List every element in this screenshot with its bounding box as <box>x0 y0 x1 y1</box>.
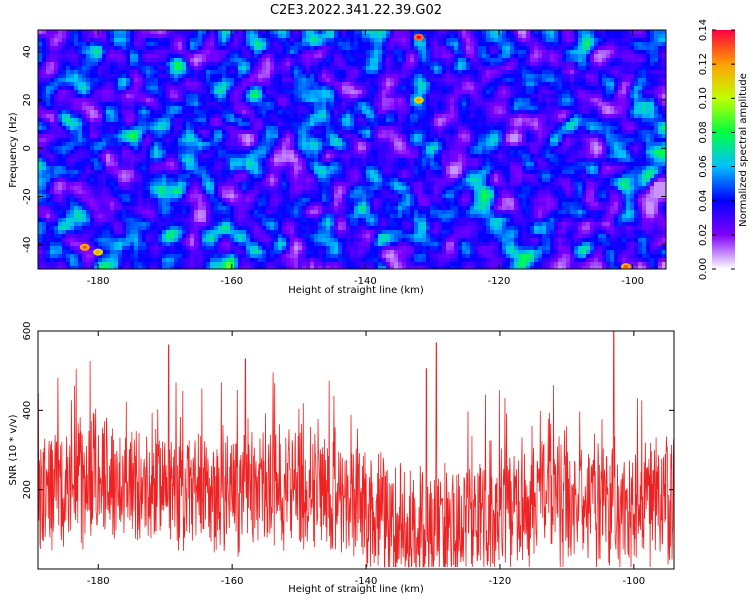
colorbar-ticks: 0.00 0.02 0.04 0.06 0.08 0.10 0.12 0.14 <box>698 19 735 280</box>
spectrogram-x-tick-label: -180 <box>87 276 110 287</box>
spectrogram-panel: -180 -160 -140 -120 -100 -40 -20 0 20 40 Height … <box>8 29 667 296</box>
snr-y-axis-label: SNR (10 * v/v) <box>8 414 19 485</box>
colorbar-tick-label: 0.06 <box>698 155 709 177</box>
spectrogram-peak-core <box>416 98 422 102</box>
spectrogram-y-tick-label: -40 <box>22 237 33 253</box>
snr-y-tick-label: 600 <box>22 321 33 340</box>
spectrogram-x-tick-label: -120 <box>488 276 511 287</box>
figure-title: C2E3.2022.341.22.39.G02 <box>270 3 442 18</box>
spectrogram-peak-core <box>416 35 422 39</box>
colorbar-tick-label: 0.00 <box>698 258 709 280</box>
spectrogram-peaks <box>79 33 631 269</box>
snr-x-tick-label: -180 <box>87 576 110 587</box>
snr-frame <box>37 330 675 570</box>
spectrogram-x-tick-label: -100 <box>621 276 644 287</box>
spectrogram-frame <box>37 29 667 270</box>
spectrogram-y-ticks: -40 -20 0 20 40 <box>22 45 666 253</box>
snr-y-tick-label: 400 <box>22 401 33 420</box>
spectrogram-y-tick-label: 0 <box>22 145 33 151</box>
colorbar: 0.00 0.02 0.04 0.06 0.08 0.10 0.12 0.14 Normali… <box>698 19 749 280</box>
colorbar-gradient <box>712 30 735 269</box>
spectrogram-y-tick-label: 40 <box>22 45 33 58</box>
snr-x-tick-label: -100 <box>622 576 645 587</box>
colorbar-tick-label: 0.08 <box>698 121 709 143</box>
spectrogram-y-tick-label: 20 <box>22 94 33 107</box>
spectrogram-peak-core <box>95 250 101 254</box>
colorbar-label: Normalized spectral amplitude <box>738 73 749 227</box>
spectrogram-x-axis-label: Height of straight line (km) <box>288 285 424 296</box>
spectrogram-y-tick-label: -20 <box>22 188 33 204</box>
snr-y-ticks: 200 400 600 <box>22 321 674 499</box>
spectrogram-x-ticks: -180 -160 -140 -120 -100 <box>87 30 644 287</box>
spectrogram-x-tick-label: -140 <box>354 276 377 287</box>
spectrogram-y-axis-label: Frequency (Hz) <box>8 112 19 188</box>
spectrogram-cells <box>38 30 666 269</box>
colorbar-tick-label: 0.14 <box>698 19 709 41</box>
colorbar-tick-label: 0.04 <box>698 190 709 212</box>
colorbar-tick-label: 0.10 <box>698 87 709 109</box>
colorbar-tick-label: 0.02 <box>698 224 709 246</box>
spectrogram-peak-core <box>623 264 629 269</box>
colorbar-tick-label: 0.12 <box>698 53 709 75</box>
snr-x-tick-label: -120 <box>489 576 512 587</box>
snr-x-axis-label: Height of straight line (km) <box>288 584 424 595</box>
snr-x-tick-label: -140 <box>355 576 378 587</box>
snr-x-ticks: -180 -160 -140 -120 -100 <box>87 331 645 587</box>
snr-series-line <box>38 331 674 568</box>
snr-panel: -180 -160 -140 -120 -100 200 400 600 Height of… <box>8 321 675 595</box>
spectrogram-peak-core <box>82 245 87 249</box>
spectrogram-x-tick-label: -160 <box>220 276 243 287</box>
snr-y-tick-label: 200 <box>22 480 33 499</box>
snr-x-tick-label: -160 <box>221 576 244 587</box>
